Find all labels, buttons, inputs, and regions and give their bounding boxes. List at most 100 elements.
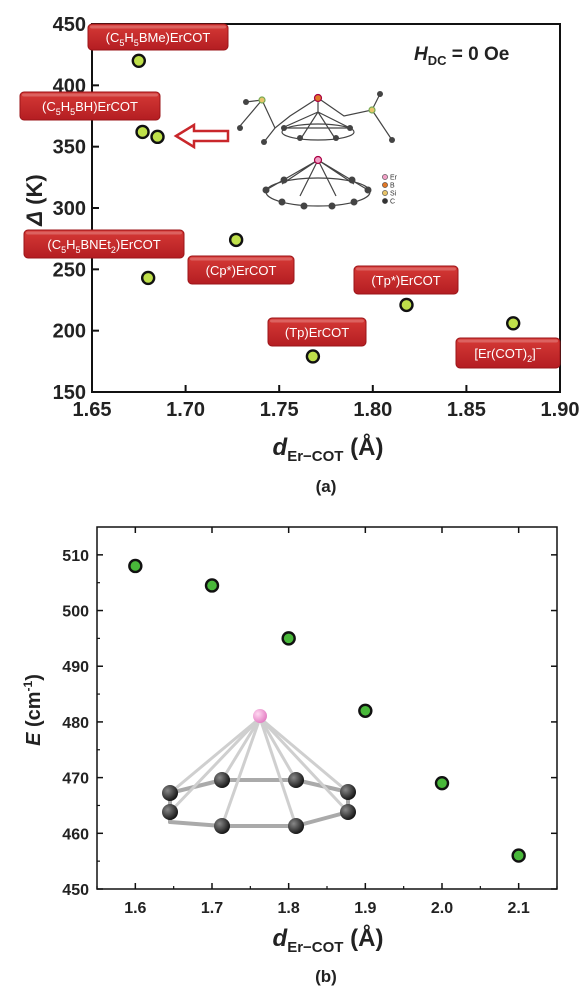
compound-label-box	[187, 255, 295, 285]
y-tick-label: 250	[53, 259, 86, 281]
x-label-b-main: d	[273, 925, 289, 952]
y-tick-label: 450	[62, 882, 89, 899]
data-point	[358, 703, 373, 718]
y-label-b-main: E	[23, 732, 45, 746]
x-tick-label: 1.90	[541, 399, 580, 421]
legend-entry: B	[390, 183, 395, 190]
data-point	[305, 349, 321, 364]
y-tick-label: 460	[62, 826, 89, 843]
data-point	[135, 124, 150, 140]
panel-b: 450 460 470 480 490 500 510 1.6 1.7 1.8 1.9 2.0 2.1…	[21, 526, 558, 986]
data-point	[434, 775, 450, 791]
compound-label: (Tp*)ErCOT	[353, 265, 459, 295]
y-tick-label: 510	[62, 548, 89, 565]
compound-label-shine	[356, 267, 456, 271]
data-points-b	[128, 558, 526, 863]
field-annotation-main: H	[414, 44, 429, 65]
y-label-b-sup: -1	[21, 680, 35, 691]
compound-label-text: (Tp*)ErCOT	[371, 273, 440, 288]
panel-label-a: (a)	[316, 477, 337, 496]
y-label-b-unit: (cm	[23, 691, 45, 732]
y-label-a-main: Δ	[22, 211, 47, 227]
data-point	[399, 297, 414, 313]
x-tick-label: 1.6	[124, 900, 146, 917]
x-label-a-main: d	[273, 434, 289, 461]
y-tick-label: 470	[62, 771, 89, 788]
data-point	[506, 316, 521, 331]
compound-label-text: [Er(COT)2]−	[474, 344, 541, 364]
compound-label: (Tp)ErCOT	[267, 317, 367, 347]
x-tick-label: 2.1	[508, 900, 530, 917]
pointer-arrow	[173, 122, 230, 150]
legend-entry: Si	[390, 191, 397, 198]
panel-label-b: (b)	[315, 967, 337, 986]
compound-label-box	[19, 91, 161, 121]
y-tick-label: 480	[62, 715, 89, 732]
compound-label-shine	[26, 231, 182, 235]
y-tick-label: 500	[62, 604, 89, 621]
field-annotation: HDC = 0 Oe	[414, 44, 509, 68]
data-point	[140, 270, 156, 286]
compound-label-text: (C5H5BH)ErCOT	[42, 99, 138, 117]
x-tick-label: 1.70	[166, 399, 205, 421]
y-tick-label: 450	[53, 14, 86, 36]
compound-label-shine	[190, 257, 292, 261]
plot-frame-b	[96, 526, 558, 890]
y-axis-label-a: Δ (K)	[22, 174, 47, 226]
x-label-a-sub: Er−COT	[287, 448, 343, 465]
field-annotation-rest: = 0 Oe	[447, 44, 510, 65]
data-point	[511, 848, 526, 863]
x-axis-label-b: dEr−COT (Å)	[273, 924, 384, 956]
compound-label-shine	[458, 339, 558, 343]
compound-label-box	[267, 317, 367, 347]
data-point	[128, 558, 143, 574]
y-tick-label: 490	[62, 659, 89, 676]
compound-label-shine	[22, 93, 158, 97]
compound-label: [Er(COT)2]−	[455, 337, 561, 369]
x-axis-label-a: dEr−COT (Å)	[273, 433, 384, 465]
legend-entry: C	[390, 199, 395, 206]
data-point	[281, 631, 296, 646]
data-point	[228, 232, 244, 248]
compound-label-text: (C5H5BNEt2)ErCOT	[47, 237, 160, 255]
data-point	[204, 578, 220, 593]
x-tick-label: 2.0	[431, 900, 453, 917]
compound-label-box	[87, 23, 229, 51]
compound-label-box	[353, 265, 459, 295]
y-tick-label: 150	[53, 382, 86, 404]
y-tick-label: 200	[53, 321, 86, 343]
compound-label: (Cp*)ErCOT	[187, 255, 295, 285]
compound-label: (C5H5BMe)ErCOT	[87, 23, 229, 51]
x-ticks-a: 1.65 1.70 1.75 1.80 1.85 1.90	[73, 385, 580, 421]
x-label-b-sub: Er−COT	[287, 939, 343, 956]
x-tick-label: 1.8	[278, 900, 300, 917]
compound-label-shine	[90, 25, 226, 29]
y-tick-label: 300	[53, 198, 86, 220]
compound-labels: (C5H5BMe)ErCOT (C5H5BH)ErCOT (C5H5BNEt2)Er…	[19, 23, 561, 369]
legend-swatch	[382, 182, 388, 188]
legend-entry: Er	[390, 175, 398, 182]
y-tick-label: 350	[53, 137, 86, 159]
y-label-b-close: )	[23, 674, 45, 681]
compound-label-box	[23, 229, 185, 259]
legend-swatch	[382, 174, 388, 180]
compound-label-box	[455, 337, 561, 369]
compound-label-text: (Tp)ErCOT	[285, 325, 349, 340]
x-label-a-unit: (Å)	[343, 433, 383, 461]
x-tick-label: 1.7	[201, 900, 223, 917]
x-tick-label: 1.85	[447, 399, 486, 421]
compound-label: (C5H5BH)ErCOT	[19, 91, 161, 121]
y-axis-label-b: E (cm-1)	[21, 674, 45, 746]
cot-molecule-inset	[162, 709, 356, 834]
compound-label-text: (Cp*)ErCOT	[206, 263, 277, 278]
data-point	[150, 129, 165, 145]
compound-label-shine	[270, 319, 364, 323]
y-label-a-unit: (K)	[22, 174, 47, 211]
x-tick-label: 1.65	[73, 399, 112, 421]
field-annotation-sub: DC	[428, 53, 447, 68]
data-point	[131, 53, 147, 68]
